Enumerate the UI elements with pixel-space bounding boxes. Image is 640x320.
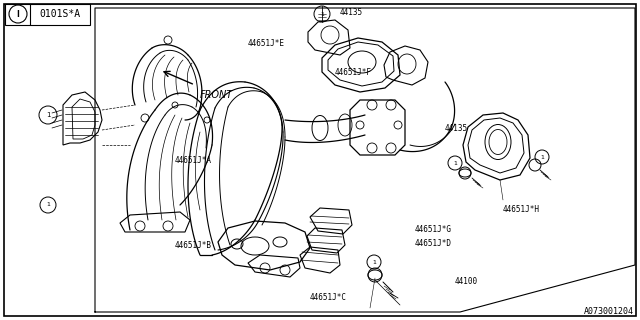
Text: 44100: 44100	[455, 277, 478, 286]
Text: 1: 1	[45, 112, 51, 118]
Text: 44651J*F: 44651J*F	[335, 68, 372, 76]
Text: 1: 1	[540, 155, 544, 159]
Text: 44651J*H: 44651J*H	[503, 205, 540, 214]
Text: 1: 1	[46, 203, 50, 207]
Text: 44651J*B: 44651J*B	[175, 241, 212, 250]
Text: 1: 1	[372, 260, 376, 265]
Text: 44651J*A: 44651J*A	[175, 156, 212, 164]
Text: 44651J*C: 44651J*C	[310, 292, 347, 301]
Text: 44135: 44135	[340, 7, 363, 17]
Text: FRONT: FRONT	[200, 90, 233, 100]
Text: 1: 1	[453, 161, 457, 165]
Text: 44135: 44135	[445, 124, 468, 132]
Text: 1: 1	[320, 12, 324, 17]
Text: 44651J*E: 44651J*E	[248, 38, 285, 47]
Text: A073001204: A073001204	[584, 307, 634, 316]
Text: 44651J*G: 44651J*G	[415, 226, 452, 235]
Text: I: I	[17, 10, 19, 19]
Text: 44651J*D: 44651J*D	[415, 238, 452, 247]
Text: 0101S*A: 0101S*A	[40, 9, 81, 19]
